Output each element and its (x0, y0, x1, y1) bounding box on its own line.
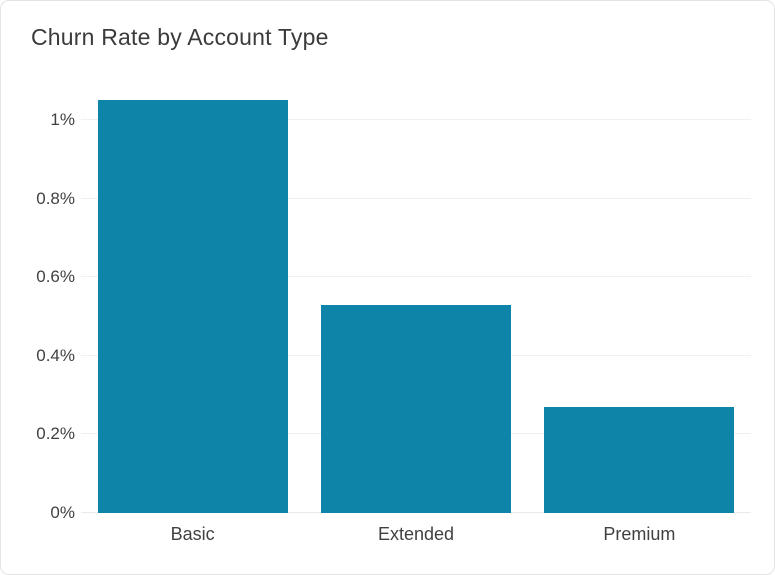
bar-extended (321, 304, 511, 513)
x-category-label: Extended (377, 524, 455, 544)
gridline (81, 276, 751, 278)
plot-area (81, 72, 751, 513)
bar-premium (544, 406, 735, 513)
gridline (81, 119, 751, 120)
bar-basic (97, 100, 288, 513)
y-tick-label: 0.6% (36, 267, 75, 287)
gridline (81, 197, 751, 199)
y-tick-label: 1% (50, 110, 75, 129)
y-tick-label: 0.8% (36, 188, 75, 208)
y-tick-label: 0% (50, 503, 75, 522)
x-category-label: Premium (603, 524, 676, 544)
y-tick-label: 0.4% (36, 345, 75, 365)
y-tick-label: 0.2% (36, 424, 75, 444)
x-category-label: Basic (170, 524, 215, 544)
chart-title: Churn Rate by Account Type (31, 24, 329, 50)
